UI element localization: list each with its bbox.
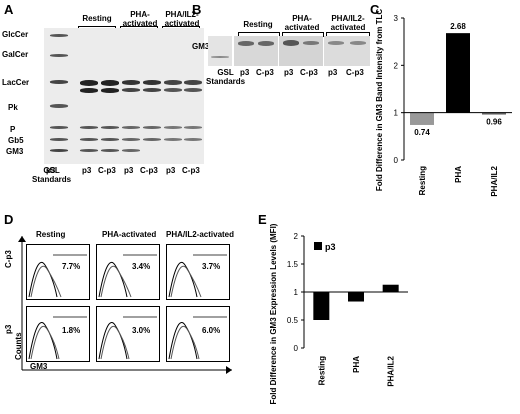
e-bar <box>313 292 330 320</box>
e-category-label: PHA <box>352 356 361 373</box>
histogram <box>166 244 230 300</box>
standards-label: GSL Standards <box>32 166 72 184</box>
blot-phail2 <box>324 36 370 66</box>
e-ylabel: Fold Difference in GM3 Expression Levels… <box>269 223 278 404</box>
c-y-tick-label: 1 <box>394 109 399 118</box>
e-bar <box>348 292 364 302</box>
lane-label: C-p3 <box>256 68 274 77</box>
group-header-pha: PHA- activated <box>122 10 158 28</box>
facs-axes <box>18 236 232 374</box>
e-y-tick-label: 1 <box>294 288 299 297</box>
chart-c: Fold Difference in GM3 Band Intensity fr… <box>375 9 512 197</box>
histogram <box>166 306 230 362</box>
standards-blot <box>208 36 232 66</box>
lipid-label-laccer: LacCer <box>2 78 30 87</box>
e-legend-label: p3 <box>325 242 336 252</box>
blot-resting <box>234 36 278 66</box>
group-header-resting: Resting <box>243 20 273 29</box>
lipid-label-p: P <box>10 125 16 134</box>
lipid-label-pk: Pk <box>8 103 18 112</box>
col-header-resting: Resting <box>36 230 66 239</box>
lane-label: C-p3 <box>98 166 116 175</box>
lane-label: p3 <box>240 68 250 77</box>
bracket <box>326 32 370 37</box>
group-header-phail2: PHA/IL2- activated <box>164 10 200 28</box>
c-data-label: 0.74 <box>414 128 430 137</box>
lane-label: C-p3 <box>140 166 158 175</box>
e-category-label: PHA/IL2 <box>387 355 396 386</box>
e-category-label: Resting <box>317 356 326 385</box>
e-y-tick-label: 2 <box>294 232 299 241</box>
standards-label: GSL Standards <box>206 68 246 86</box>
c-ylabel: Fold Difference in GM3 Band Intensity fr… <box>375 9 384 191</box>
lipid-label-glccer: GlcCer <box>2 30 29 39</box>
panel-d-letter: D <box>4 212 14 227</box>
c-category-label: PHA <box>454 166 463 183</box>
percent-value: 6.0% <box>202 326 221 335</box>
e-y-tick-label: 1.5 <box>287 260 299 269</box>
c-bar <box>482 112 506 115</box>
histogram <box>26 244 90 300</box>
c-y-tick-label: 0 <box>394 156 399 165</box>
e-legend-swatch <box>314 242 322 250</box>
lane-label: C-p3 <box>300 68 318 77</box>
lipid-label-gb5: Gb5 <box>8 136 24 145</box>
gm3-row-label: GM3 <box>192 42 210 51</box>
e-bar <box>382 284 399 292</box>
lipid-label-galcer: GalCer <box>2 50 29 59</box>
group-header-resting: Resting <box>82 14 112 23</box>
lane-label: p3 <box>284 68 294 77</box>
percent-value: 3.4% <box>132 262 151 271</box>
panel-c-letter: C <box>370 2 380 17</box>
percent-value: 1.8% <box>62 326 81 335</box>
tlc-plate <box>44 28 204 164</box>
e-y-tick-label: 0.5 <box>287 316 299 325</box>
blot-pha <box>279 36 323 66</box>
c-y-tick-label: 2 <box>394 61 399 70</box>
lane-label: C-p3 <box>346 68 364 77</box>
row-label-p3: p3 <box>4 324 13 334</box>
lipid-label-gm3: GM3 <box>6 147 24 156</box>
panel-e-letter: E <box>258 212 267 227</box>
bracket <box>282 32 324 37</box>
percent-value: 3.0% <box>132 326 151 335</box>
e-y-tick-label: 0 <box>294 344 299 353</box>
lane-label: p3 <box>328 68 338 77</box>
lane-label: C-p3 <box>182 166 200 175</box>
panel-a-letter: A <box>4 2 14 17</box>
panel-b-letter: B <box>192 2 202 17</box>
lane-label: p3 <box>82 166 92 175</box>
c-bar <box>410 112 434 125</box>
c-category-label: Resting <box>418 166 427 195</box>
col-header-pha: PHA-activated <box>102 230 157 239</box>
lane-label: p3 <box>46 166 56 175</box>
percent-value: 7.7% <box>62 262 81 271</box>
histogram <box>26 306 90 362</box>
c-data-label: 0.96 <box>486 118 502 127</box>
lane-label: p3 <box>166 166 176 175</box>
c-y-tick-label: 3 <box>394 14 399 23</box>
histogram <box>96 244 160 300</box>
lane-label: p3 <box>124 166 134 175</box>
chart-e: Fold Difference in GM3 Expression Levels… <box>269 223 408 404</box>
c-bar <box>446 33 470 113</box>
gm3-axis-label: GM3 <box>30 362 48 371</box>
group-header-pha: PHA- activated <box>284 14 320 32</box>
group-header-phail2: PHA/IL2- activated <box>330 14 366 32</box>
histogram <box>96 306 160 362</box>
percent-value: 3.7% <box>202 262 221 271</box>
c-category-label: PHA/IL2 <box>490 165 499 196</box>
bracket <box>238 32 280 37</box>
row-label-cp3: C-p3 <box>4 250 13 268</box>
c-data-label: 2.68 <box>450 22 466 31</box>
col-header-phail2: PHA/IL2-activated <box>166 230 235 239</box>
